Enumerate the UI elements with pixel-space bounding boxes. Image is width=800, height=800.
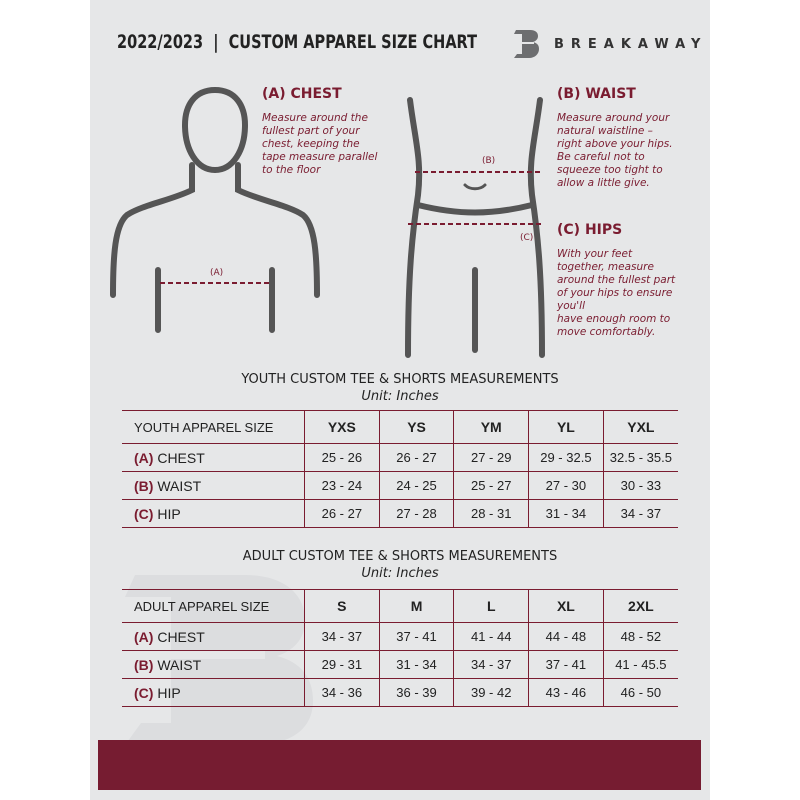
size-header: 2XL	[602, 589, 678, 623]
row-code: (B)	[134, 656, 154, 673]
size-header: YL	[528, 410, 604, 444]
cell: 41 - 44	[453, 622, 529, 651]
cell: 26 - 27	[304, 499, 380, 528]
row-name: CHEST	[157, 449, 205, 466]
youth-section-title: YOUTH CUSTOM TEE & SHORTS MEASUREMENTS	[241, 372, 559, 387]
chest-heading: (A) CHEST	[262, 86, 342, 102]
cell: 34 - 37	[602, 499, 678, 528]
cell: 30 - 33	[602, 471, 678, 500]
table-row: (A) CHEST 25 - 26 26 - 27 27 - 29 29 - 32.5…	[122, 443, 678, 472]
row-name: WAIST	[157, 477, 202, 494]
youth-unit: Unit: Inches	[361, 389, 439, 404]
waist-heading: (B) WAIST	[557, 86, 636, 102]
size-header: XL	[528, 589, 604, 623]
size-chart-page: 2022/2023 | CUSTOM APPAREL SIZE CHART BR…	[90, 0, 710, 800]
size-label: ADULT APPAREL SIZE	[122, 589, 305, 623]
footer-band	[98, 740, 701, 790]
cell: 23 - 24	[304, 471, 380, 500]
breakaway-b-logo-icon	[512, 30, 539, 58]
page-title-wrapper: 2022/2023 | CUSTOM APPAREL SIZE CHART	[117, 31, 477, 53]
waist-description: Measure around your natural waistline – …	[557, 112, 673, 189]
table-row: (B) WAIST 23 - 24 24 - 25 25 - 27 27 - 30 30…	[122, 471, 678, 500]
adult-size-table: ADULT APPAREL SIZE S M L XL 2XL (A) CHES…	[122, 589, 678, 707]
row-label: (B) WAIST	[122, 471, 305, 500]
cell: 36 - 39	[378, 678, 454, 707]
waist-marker: (B)	[482, 156, 495, 166]
row-label: (C) HIP	[122, 499, 305, 528]
cell: 29 - 32.5	[528, 443, 604, 472]
cell: 25 - 26	[304, 443, 380, 472]
size-header: L	[453, 589, 529, 623]
table-row: (C) HIP 26 - 27 27 - 28 28 - 31 31 - 34 34 -…	[122, 499, 678, 528]
row-name: CHEST	[157, 628, 205, 645]
cell: 32.5 - 35.5	[602, 443, 678, 472]
adult-unit: Unit: Inches	[361, 566, 439, 581]
row-name: HIP	[157, 505, 181, 522]
cell: 37 - 41	[528, 650, 604, 679]
upper-body-illustration: (A)	[110, 86, 320, 333]
cell: 28 - 31	[453, 499, 529, 528]
size-header: YXS	[304, 410, 380, 444]
table-row: (C) HIP 34 - 36 36 - 39 39 - 42 43 - 46 46 -…	[122, 678, 678, 707]
row-code: (A)	[134, 449, 154, 466]
size-header: YS	[378, 410, 454, 444]
cell: 34 - 36	[304, 678, 380, 707]
row-label: (B) WAIST	[122, 650, 305, 679]
youth-size-table: YOUTH APPAREL SIZE YXS YS YM YL YXL (A) …	[122, 410, 678, 528]
cell: 24 - 25	[378, 471, 454, 500]
row-code: (B)	[134, 477, 154, 494]
cell: 41 - 45.5	[602, 650, 678, 679]
row-label: (C) HIP	[122, 678, 305, 707]
cell: 26 - 27	[378, 443, 454, 472]
row-label: (A) CHEST	[122, 622, 305, 651]
cell: 39 - 42	[453, 678, 529, 707]
size-header: YM	[453, 410, 529, 444]
size-header: YXL	[602, 410, 678, 444]
row-code: (A)	[134, 628, 154, 645]
brand-name: BREAKAWAY	[554, 36, 708, 52]
cell: 34 - 37	[304, 622, 380, 651]
cell: 31 - 34	[378, 650, 454, 679]
cell: 43 - 46	[528, 678, 604, 707]
table-row: (A) CHEST 34 - 37 37 - 41 41 - 44 44 - 48 48…	[122, 622, 678, 651]
chest-description: Measure around the fullest part of your …	[262, 112, 378, 176]
hips-heading: (C) HIPS	[557, 222, 623, 238]
cell: 46 - 50	[602, 678, 678, 707]
lower-body-illustration: (B) (C)	[405, 97, 545, 358]
row-code: (C)	[134, 505, 154, 522]
brand-logo: BREAKAWAY	[512, 28, 707, 60]
cell: 34 - 37	[453, 650, 529, 679]
size-header: M	[378, 589, 454, 623]
cell: 31 - 34	[528, 499, 604, 528]
cell: 25 - 27	[453, 471, 529, 500]
cell: 48 - 52	[602, 622, 678, 651]
cell: 27 - 28	[378, 499, 454, 528]
cell: 27 - 30	[528, 471, 604, 500]
row-code: (C)	[134, 684, 154, 701]
cell: 27 - 29	[453, 443, 529, 472]
hips-marker: (C)	[520, 233, 533, 243]
size-label: YOUTH APPAREL SIZE	[122, 410, 305, 444]
table-header-row: YOUTH APPAREL SIZE YXS YS YM YL YXL	[122, 410, 678, 444]
size-header: S	[304, 589, 380, 623]
cell: 29 - 31	[304, 650, 380, 679]
page-title: 2022/2023 | CUSTOM APPAREL SIZE CHART	[117, 31, 477, 53]
row-label: (A) CHEST	[122, 443, 305, 472]
row-name: HIP	[157, 684, 181, 701]
row-name: WAIST	[157, 656, 202, 673]
table-header-row: ADULT APPAREL SIZE S M L XL 2XL	[122, 589, 678, 623]
hips-description: With your feet together, measure around …	[557, 248, 676, 338]
cell: 44 - 48	[528, 622, 604, 651]
adult-section-title: ADULT CUSTOM TEE & SHORTS MEASUREMENTS	[242, 549, 558, 564]
cell: 37 - 41	[378, 622, 454, 651]
chest-marker: (A)	[210, 268, 223, 278]
table-row: (B) WAIST 29 - 31 31 - 34 34 - 37 37 - 41 41…	[122, 650, 678, 679]
